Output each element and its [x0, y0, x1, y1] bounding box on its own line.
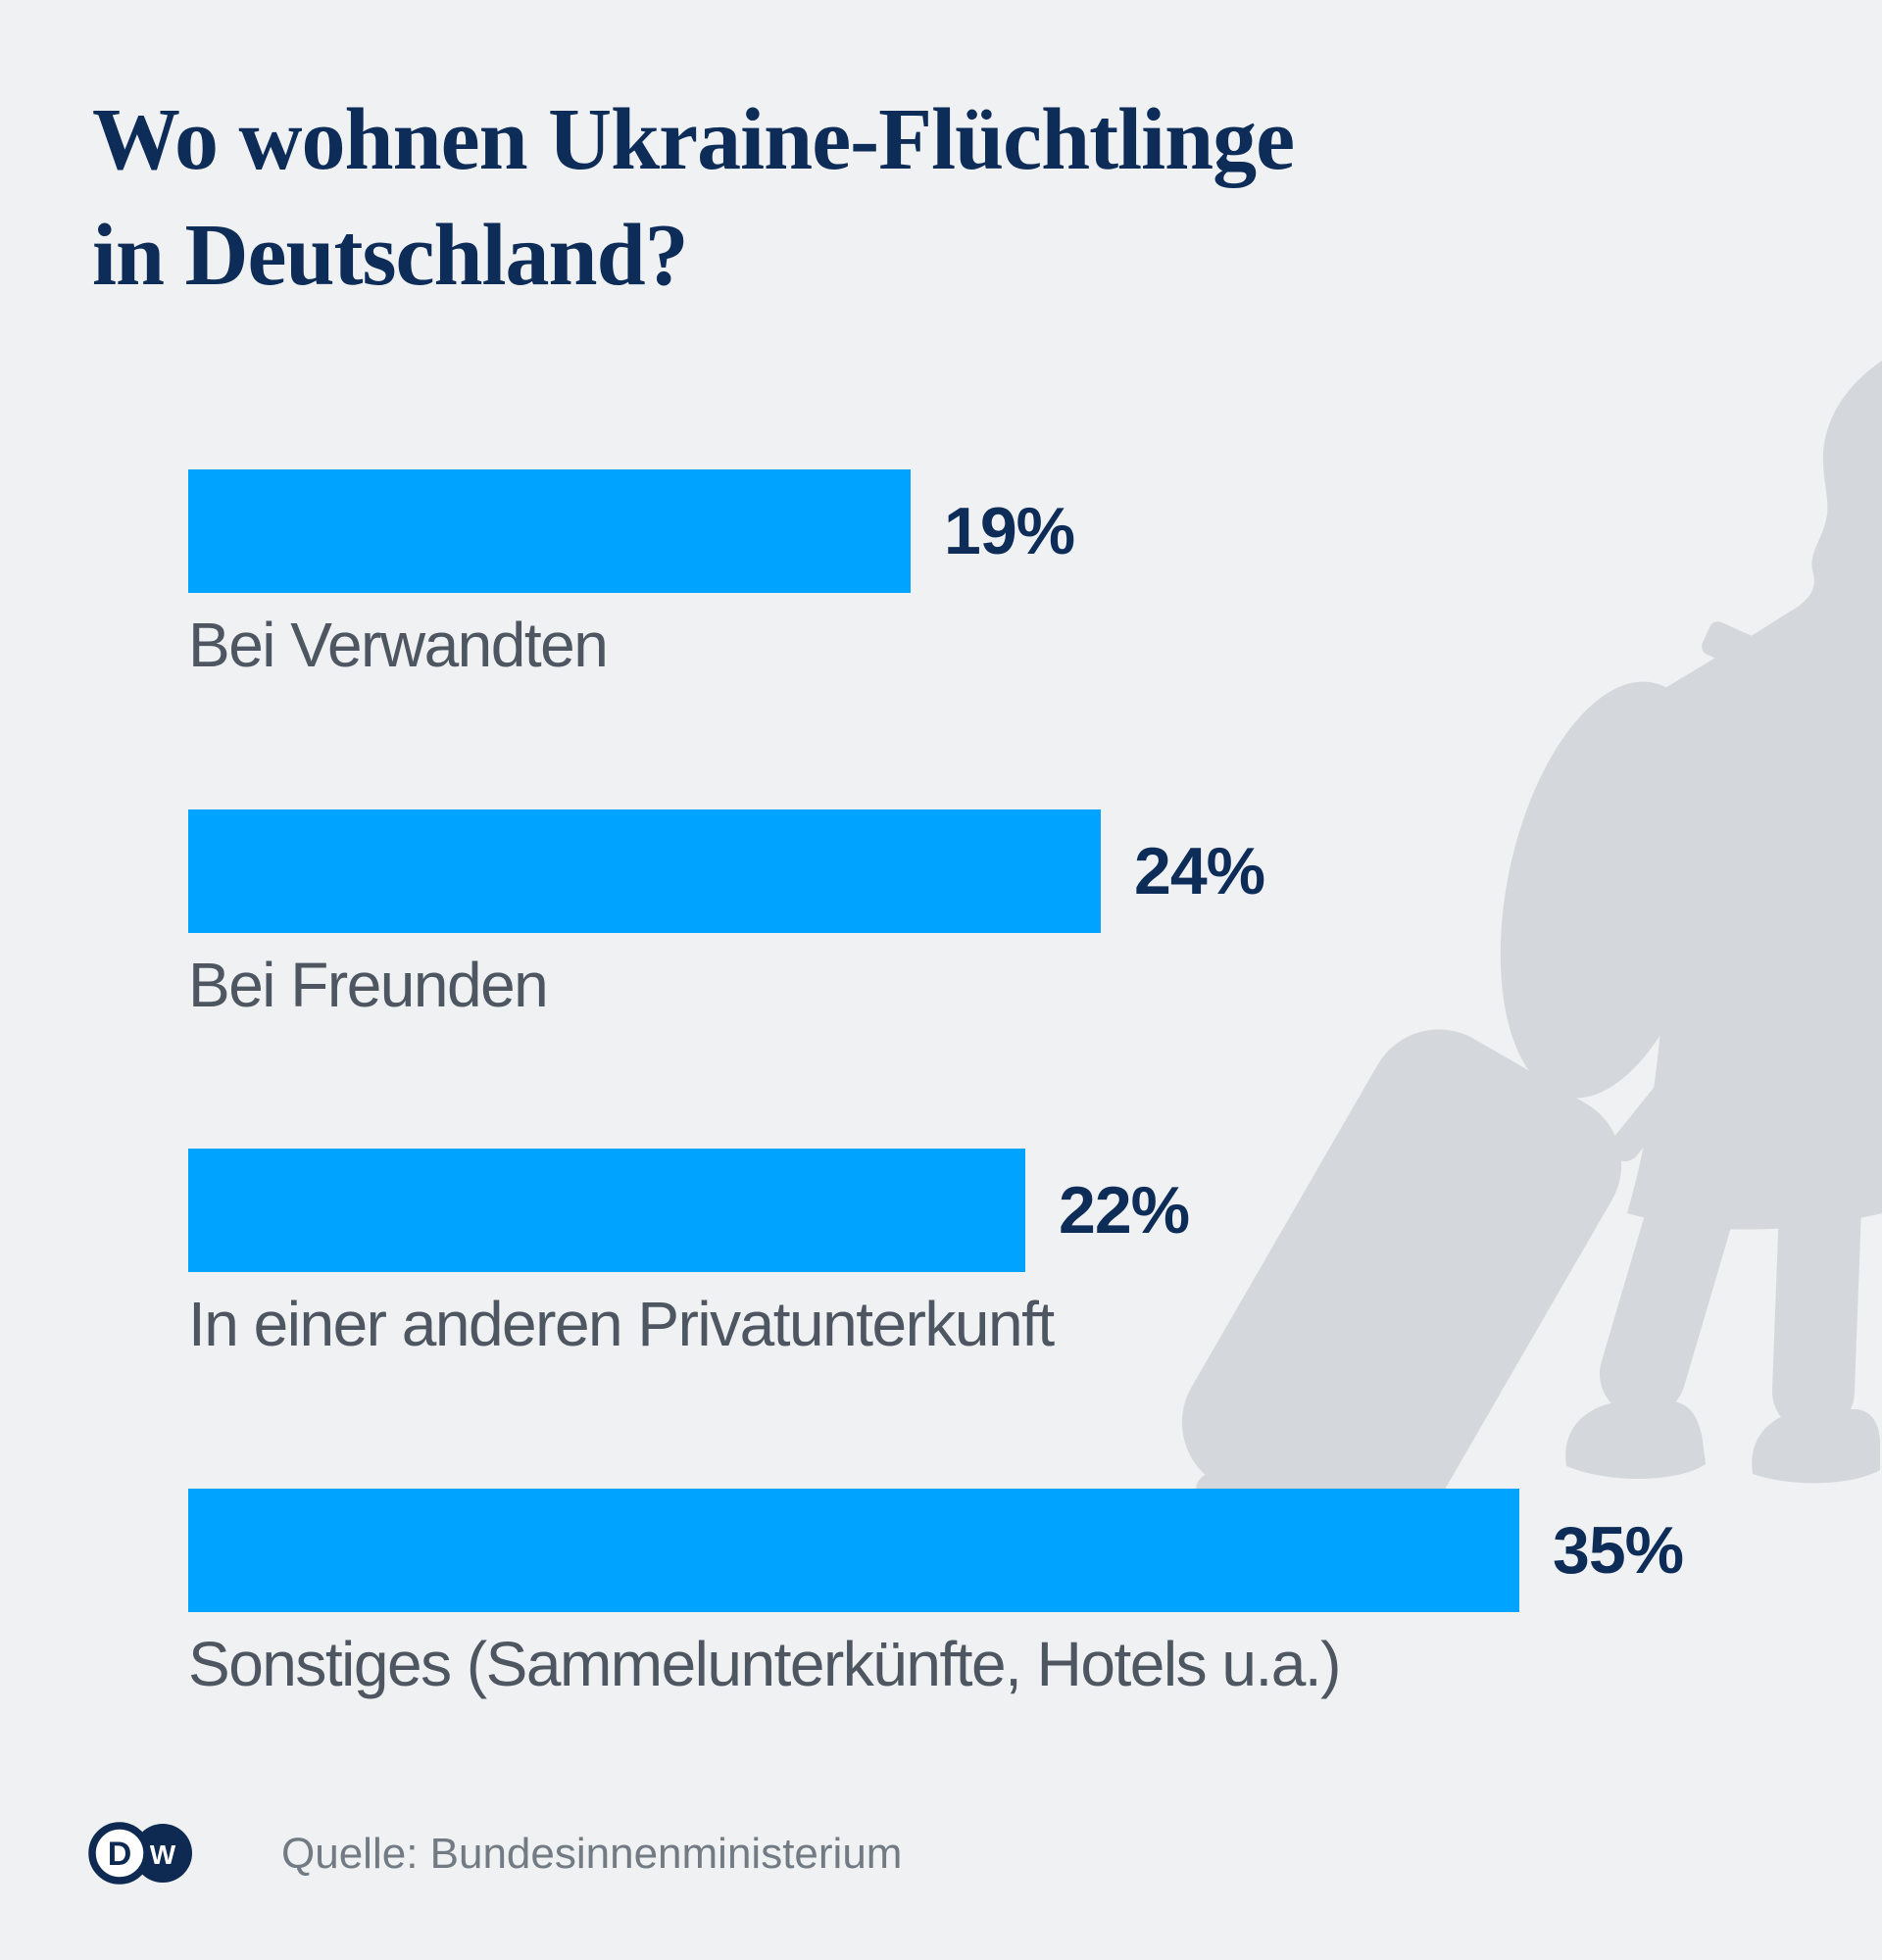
bar-value-label: 22% — [1059, 1173, 1190, 1248]
bar — [188, 1489, 1519, 1612]
source-credit: Quelle: Bundesinnenministerium — [281, 1830, 903, 1878]
bar-category-label: Bei Freunden — [188, 950, 549, 1020]
bar — [188, 1149, 1025, 1272]
bar-value-label: 35% — [1553, 1513, 1684, 1588]
dw-logo-w-circle — [133, 1824, 192, 1883]
page-title: Wo wohnen Ukraine-Flüchtlinge in Deutsch… — [92, 82, 1464, 314]
dw-logo-d-letter: D — [108, 1836, 132, 1873]
bar-category-label: Sonstiges (Sammelunterkünfte, Hotels u.a… — [188, 1629, 1341, 1699]
bar-value-label: 24% — [1134, 834, 1265, 908]
bar-value-label: 19% — [944, 494, 1075, 568]
bar — [188, 469, 911, 593]
bar — [188, 809, 1101, 933]
bar-category-label: In einer anderen Privatunterkunft — [188, 1289, 1055, 1359]
bar-category-label: Bei Verwandten — [188, 610, 609, 680]
dw-logo: W D — [88, 1822, 192, 1885]
dw-logo-w-letter: W — [150, 1839, 176, 1870]
dw-logo-d-circle — [88, 1822, 151, 1885]
title-line-1: Wo wohnen Ukraine-Flüchtlinge — [92, 91, 1295, 188]
title-line-2: in Deutschland? — [92, 207, 689, 304]
